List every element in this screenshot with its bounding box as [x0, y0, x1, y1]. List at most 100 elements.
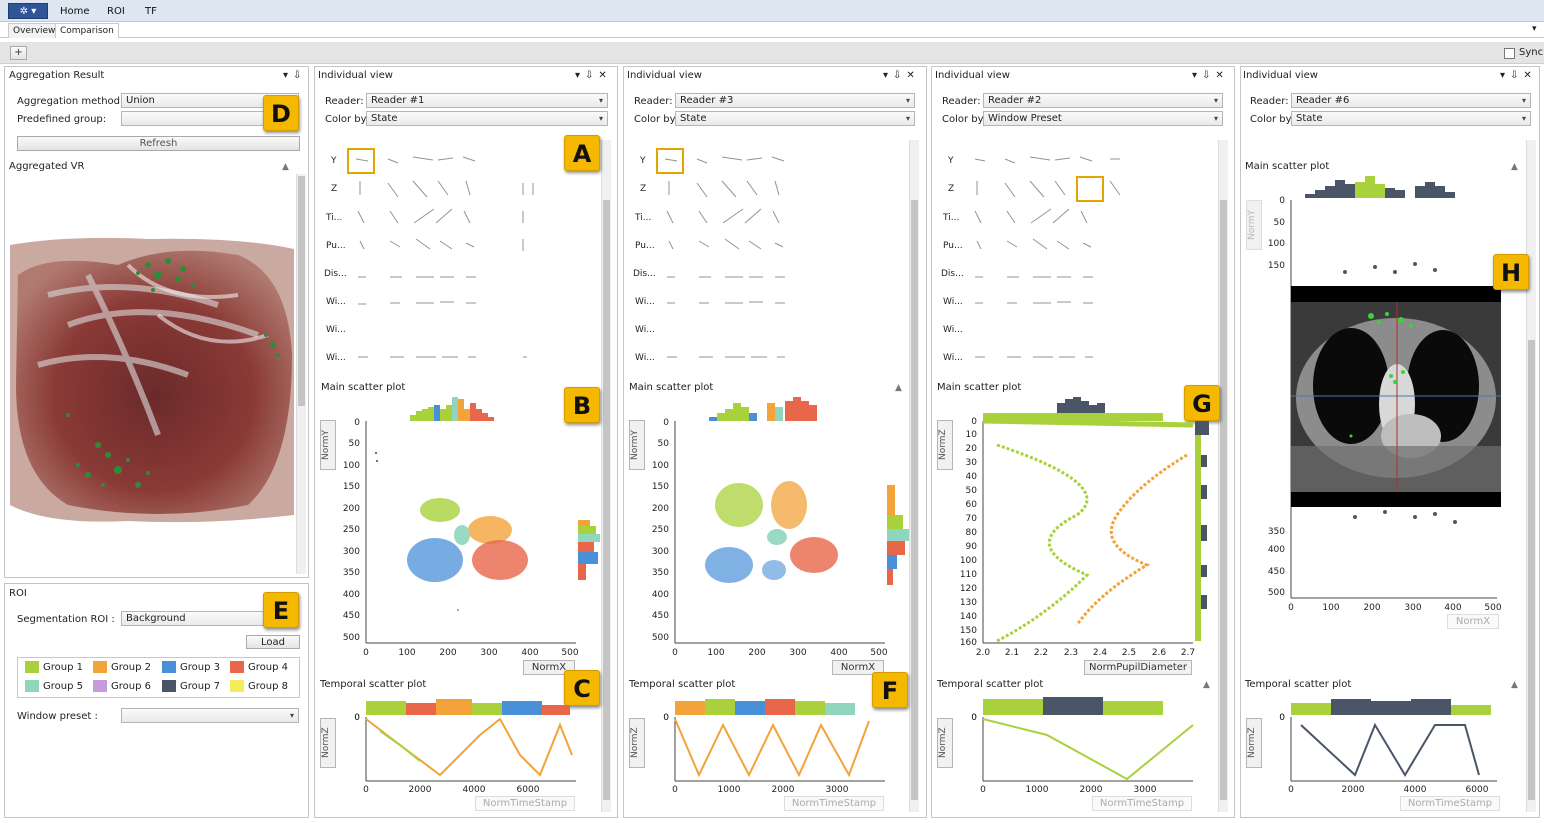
menu-roi[interactable]: ROI — [107, 6, 125, 17]
view-1-controls[interactable]: ▾⇩✕ — [575, 70, 612, 81]
view-3-color-by-select[interactable]: Window Preset ▾ — [983, 111, 1223, 126]
view-3-scatterplot-matrix[interactable]: Y Z Ti... Pu... Dis... Wi... Wi... Wi... — [935, 145, 1215, 370]
annotation-badge-e: E — [263, 592, 299, 628]
view-2-controls[interactable]: ▾⇩✕ — [883, 70, 920, 81]
refresh-button[interactable]: Refresh — [17, 136, 300, 151]
svg-text:2.0: 2.0 — [976, 648, 991, 658]
collapse-icon[interactable]: ▲ — [1203, 680, 1210, 690]
view-4-temporal-x-axis-select[interactable]: NormTimeStamp — [1400, 796, 1500, 811]
view-2-reader-select[interactable]: Reader #3 ▾ — [675, 93, 915, 108]
load-roi-button[interactable]: Load — [246, 635, 300, 649]
view-3-controls[interactable]: ▾⇩✕ — [1192, 70, 1229, 81]
view-1-temporal-scatter[interactable]: 0 0 2000 4000 6000 — [340, 695, 602, 795]
temporal-y-tick: 0 — [354, 713, 360, 723]
sync-label: Sync — [1519, 47, 1544, 58]
view-3-main-scatter[interactable]: 0 10 20 30 40 50 60 70 80 90 100 110 120 130 140 1… — [957, 395, 1219, 660]
menu-home[interactable]: Home — [60, 6, 90, 17]
collapse-icon[interactable]: ▲ — [282, 162, 289, 172]
view-4-color-by-select[interactable]: State ▾ — [1291, 111, 1531, 126]
svg-text:150: 150 — [960, 626, 977, 636]
legend-group-1[interactable]: Group 1 — [25, 661, 83, 673]
view-3-x-axis-select[interactable]: NormPupilDiameter — [1084, 660, 1192, 675]
view-2-temporal-scatter[interactable]: 0 0 1000 2000 3000 — [649, 695, 911, 795]
collapse-icon[interactable]: ▲ — [895, 383, 902, 393]
view-4-reader-select[interactable]: Reader #6 ▾ — [1291, 93, 1531, 108]
matrix-cells — [355, 156, 534, 358]
group-2-swatch — [93, 661, 107, 673]
svg-text:0: 0 — [663, 418, 669, 428]
view-4-temporal-scatter[interactable]: 0 0 2000 4000 6000 — [1265, 695, 1525, 795]
svg-text:Pu...: Pu... — [635, 241, 655, 251]
view-2-x-axis-select[interactable]: NormX — [832, 660, 884, 675]
view-4-y-axis-select[interactable]: NormY — [1246, 200, 1262, 250]
view-2-temporal-y-axis-select[interactable]: NormZ — [629, 718, 645, 768]
view-1-x-axis-select[interactable]: NormX — [523, 660, 575, 675]
app-menu-button[interactable]: ✲ ▾ — [8, 3, 48, 19]
collapse-icon[interactable]: ▲ — [1511, 162, 1518, 172]
legend-group-4[interactable]: Group 4 — [230, 661, 288, 673]
svg-text:Dis...: Dis... — [633, 269, 656, 279]
tab-overflow-icon[interactable]: ▾ — [1532, 24, 1537, 34]
group-4-swatch — [230, 661, 244, 673]
aggregation-panel-controls[interactable]: ▾⇩ — [283, 70, 307, 81]
view-4-scrollbar[interactable] — [1526, 140, 1536, 812]
chevron-down-icon: ▾ — [289, 711, 294, 720]
legend-group-8[interactable]: Group 8 — [230, 680, 288, 692]
vr-scrollbar[interactable] — [296, 174, 306, 574]
right-histogram — [887, 485, 909, 585]
view-3-temporal-y-axis-select[interactable]: NormZ — [937, 718, 953, 768]
view-3-reader-select[interactable]: Reader #2 ▾ — [983, 93, 1223, 108]
temporal-histogram — [983, 697, 1163, 715]
view-1-scatterplot-matrix[interactable]: Y Z Ti... Pu... Dis... Wi... Wi... Wi... — [318, 145, 598, 370]
view-1-y-axis-select[interactable]: NormY — [320, 420, 336, 470]
svg-text:500: 500 — [561, 648, 578, 658]
view-3-title: Individual view — [935, 70, 1010, 81]
view-4-controls[interactable]: ▾⇩✕ — [1500, 70, 1537, 81]
menu-tf[interactable]: TF — [145, 6, 157, 17]
view-2-main-scatter[interactable]: 0 50 100 150 200 250 300 350 400 450 500 0 100 20… — [649, 395, 911, 660]
sync-checkbox[interactable] — [1504, 48, 1515, 59]
tab-overview[interactable]: Overview — [8, 23, 61, 38]
tab-comparison[interactable]: Comparison — [55, 23, 119, 38]
view-3-temporal-x-axis-select[interactable]: NormTimeStamp — [1092, 796, 1192, 811]
collapse-icon[interactable]: ▲ — [1511, 680, 1518, 690]
view-2-color-by-select[interactable]: State ▾ — [675, 111, 915, 126]
view-1-temporal-y-axis-select[interactable]: NormZ — [320, 718, 336, 768]
aggregation-panel-title: Aggregation Result — [9, 70, 105, 81]
svg-text:400: 400 — [521, 648, 538, 658]
legend-group-5[interactable]: Group 5 — [25, 680, 83, 692]
svg-text:100: 100 — [1268, 239, 1285, 249]
view-4-main-scatter[interactable]: 0 50 100 150 350 400 450 500 0 100 200 300 400 50… — [1265, 172, 1525, 612]
svg-text:0: 0 — [971, 417, 977, 427]
view-4-x-axis-select[interactable]: NormX — [1447, 614, 1499, 629]
legend-group-6[interactable]: Group 6 — [93, 680, 151, 692]
view-1-temporal-x-axis-select[interactable]: NormTimeStamp — [475, 796, 575, 811]
view-3-y-axis-select[interactable]: NormZ — [937, 420, 953, 470]
svg-text:350: 350 — [343, 568, 360, 578]
view-3-temporal-scatter[interactable]: 0 0 1000 2000 3000 — [957, 695, 1219, 795]
legend-group-2[interactable]: Group 2 — [93, 661, 151, 673]
chevron-down-icon: ▾ — [1213, 96, 1218, 105]
view-1-main-scatter[interactable]: 0 50 100 150 200 250 300 350 400 450 500 0 100 20… — [340, 395, 602, 660]
view-2-y-axis-select[interactable]: NormY — [629, 420, 645, 470]
segmentation-roi-label: Segmentation ROI : — [17, 614, 115, 625]
window-preset-select[interactable]: ▾ — [121, 708, 299, 723]
view-4-temporal-y-axis-select[interactable]: NormZ — [1246, 718, 1262, 768]
scatter-points — [1343, 262, 1457, 524]
view-2-scatterplot-matrix[interactable]: Y Z Ti... Pu... Dis... Wi... Wi... Wi... — [627, 145, 907, 370]
selected-cell-highlight — [1076, 176, 1104, 202]
ct-slice-view[interactable] — [1291, 286, 1501, 507]
legend-group-7[interactable]: Group 7 — [162, 680, 220, 692]
svg-text:50: 50 — [1274, 218, 1286, 228]
svg-text:Y: Y — [639, 156, 646, 166]
legend-group-3[interactable]: Group 3 — [162, 661, 220, 673]
aggregated-volume-rendering[interactable] — [8, 235, 296, 527]
view-2-temporal-x-axis-select[interactable]: NormTimeStamp — [784, 796, 884, 811]
view-2-scrollbar[interactable] — [909, 140, 919, 812]
view-3-scrollbar[interactable] — [1218, 140, 1228, 812]
view-1-color-by-select[interactable]: State ▾ — [366, 111, 608, 126]
add-view-button[interactable]: + — [10, 46, 27, 60]
svg-text:Y: Y — [947, 156, 954, 166]
view-1-scrollbar[interactable] — [601, 140, 611, 812]
view-1-reader-select[interactable]: Reader #1 ▾ — [366, 93, 608, 108]
